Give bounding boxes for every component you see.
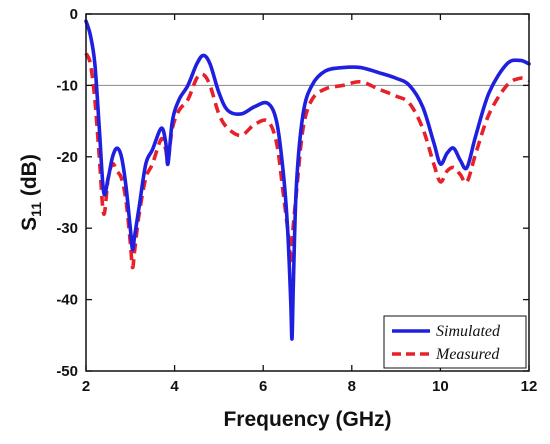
- x-tick-label: 12: [521, 378, 538, 395]
- x-axis-title: Frequency (GHz): [223, 408, 391, 431]
- x-tick-label: 2: [82, 378, 90, 395]
- series-line-simulated: [84, 19, 531, 341]
- y-axis-title: S11 (dB): [18, 154, 44, 231]
- x-tick-label: 8: [348, 378, 356, 395]
- x-axis: 2 4 6 8 10 12: [82, 14, 538, 395]
- y-tick-label: 0: [70, 6, 78, 23]
- y-axis-title-unit: (dB): [18, 154, 41, 202]
- y-axis-title-main: S: [18, 217, 41, 231]
- x-tick-label: 4: [170, 378, 179, 395]
- x-tick-label: 6: [259, 378, 267, 395]
- plot-frame: [85, 13, 530, 372]
- legend: Simulated Measured: [383, 315, 527, 369]
- y-axis-title-subscript: 11: [28, 202, 44, 217]
- y-axis: 0 -10 -20 -30 -40 -50: [56, 6, 529, 380]
- series-layer: [84, 19, 531, 341]
- legend-box: [383, 315, 527, 369]
- y-tick-label: -30: [56, 220, 78, 237]
- y-tick-label: -50: [56, 363, 78, 380]
- y-tick-label: -40: [56, 292, 78, 309]
- legend-label-measured: Measured: [435, 346, 500, 363]
- legend-label-simulated: Simulated: [436, 323, 501, 340]
- y-tick-label: -10: [56, 77, 78, 94]
- y-tick-label: -20: [56, 149, 78, 166]
- x-tick-label: 10: [432, 378, 449, 395]
